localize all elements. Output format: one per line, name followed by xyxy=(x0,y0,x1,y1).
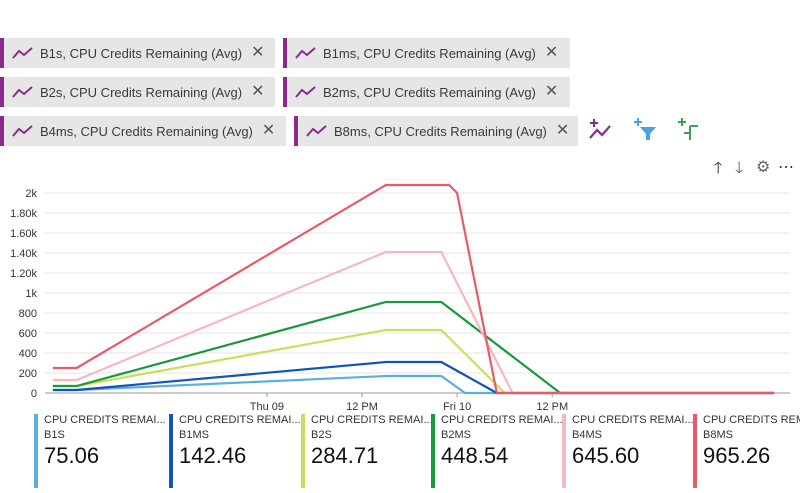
apply-splitting-icon[interactable] xyxy=(676,116,702,142)
x-tick-label: Fri 10 xyxy=(443,401,471,412)
legend-metric: CPU CREDITS REMAI... xyxy=(441,414,563,426)
legend-color-bar xyxy=(169,414,173,488)
line-chart-icon xyxy=(12,86,33,98)
legend-item-b2s[interactable]: CPU CREDITS REMAI... B2S 284.71 xyxy=(301,412,433,490)
y-tick-label: 1k xyxy=(25,288,37,300)
metric-pill-label: B2ms, CPU Credits Remaining (Avg) xyxy=(323,84,536,100)
legend-item-b4ms[interactable]: CPU CREDITS REMAI... B4MS 645.60 xyxy=(562,412,694,490)
legend-value: 284.71 xyxy=(311,443,379,468)
legend-value: 448.54 xyxy=(441,443,509,468)
close-icon[interactable]: ✕ xyxy=(544,83,559,100)
legend-value: 645.60 xyxy=(572,443,640,468)
close-icon[interactable]: ✕ xyxy=(261,122,276,139)
line-chart: 0 200 400 600 800 1k 1.20k 1.40k 1.60k 1.80k 2k Thu… xyxy=(10,183,790,412)
close-icon[interactable]: ✕ xyxy=(251,44,265,61)
legend-resource: B2MS xyxy=(441,429,471,441)
legend-resource: B8MS xyxy=(703,429,733,441)
metric-pill-b1s[interactable]: B1s, CPU Credits Remaining (Avg) ✕ xyxy=(0,38,275,68)
metric-pill-b1ms[interactable]: B1ms, CPU Credits Remaining (Avg) ✕ xyxy=(283,38,570,68)
series-line-b2ms xyxy=(52,300,775,395)
legend-color-bar xyxy=(562,414,566,488)
legend-color-bar xyxy=(301,414,305,488)
y-tick-label: 0 xyxy=(31,388,37,400)
series-line-b1ms xyxy=(52,360,775,395)
metric-pill-label: B8ms, CPU Credits Remaining (Avg) xyxy=(334,123,547,139)
legend-metric: CPU CREDITS REMAI... xyxy=(44,414,166,426)
y-tick-label: 1.80k xyxy=(10,208,37,220)
y-tick-label: 600 xyxy=(19,328,37,340)
metric-pill-b8ms[interactable]: B8ms, CPU Credits Remaining (Avg) ✕ xyxy=(294,116,578,146)
legend-metric: CPU CREDITS REMAI... xyxy=(703,414,800,426)
legend-value: 965.26 xyxy=(703,443,771,468)
legend-metric: CPU CREDITS REMAI... xyxy=(311,414,433,426)
legend-item-b2ms[interactable]: CPU CREDITS REMAI... B2MS 448.54 xyxy=(431,412,563,490)
series-line-b8ms xyxy=(52,183,775,395)
close-icon[interactable]: ✕ xyxy=(251,83,265,100)
add-filter-icon[interactable] xyxy=(632,116,658,142)
y-tick-label: 400 xyxy=(19,348,37,360)
metric-pill-b4ms[interactable]: B4ms, CPU Credits Remaining (Avg) ✕ xyxy=(0,116,286,146)
more-icon[interactable]: ⋯ xyxy=(778,159,794,176)
metric-pill-b2s[interactable]: B2s, CPU Credits Remaining (Avg) ✕ xyxy=(0,77,275,107)
legend-color-bar xyxy=(34,414,38,488)
y-tick-label: 800 xyxy=(19,308,37,320)
line-chart-icon xyxy=(12,125,33,137)
line-chart-icon xyxy=(12,47,33,59)
legend-item-b1ms[interactable]: CPU CREDITS REMAI... B1MS 142.46 xyxy=(169,412,301,490)
y-tick-label: 2k xyxy=(25,188,37,200)
legend-resource: B1S xyxy=(44,429,65,441)
close-icon[interactable]: ✕ xyxy=(555,122,570,139)
settings-icon[interactable]: ⚙ xyxy=(756,159,771,176)
metric-pill-label: B4ms, CPU Credits Remaining (Avg) xyxy=(40,123,253,139)
move-up-icon[interactable]: 🡑 xyxy=(714,160,723,177)
x-tick-label: Thu 09 xyxy=(250,401,284,412)
series-line-b1s xyxy=(52,374,775,395)
legend-color-bar xyxy=(693,414,697,488)
y-tick-label: 1.20k xyxy=(10,268,37,280)
legend-value: 75.06 xyxy=(44,443,100,468)
close-icon[interactable]: ✕ xyxy=(544,44,559,61)
y-tick-label: 1.40k xyxy=(10,248,37,260)
metric-pill-label: B1ms, CPU Credits Remaining (Avg) xyxy=(323,45,536,61)
legend-color-bar xyxy=(431,414,435,488)
legend-resource: B4MS xyxy=(572,429,602,441)
y-tick-label: 1.60k xyxy=(10,228,37,240)
metric-pill-label: B2s, CPU Credits Remaining (Avg) xyxy=(40,84,243,100)
legend-item-b1s[interactable]: CPU CREDITS REMAI... B1S 75.06 xyxy=(34,412,166,490)
y-tick-label: 200 xyxy=(19,368,37,380)
line-chart-icon xyxy=(295,86,316,98)
legend-value: 142.46 xyxy=(179,443,247,468)
move-down-icon[interactable]: 🡓 xyxy=(735,160,744,177)
metric-pill-label: B1s, CPU Credits Remaining (Avg) xyxy=(40,45,243,61)
legend-metric: CPU CREDITS REMAI... xyxy=(179,414,301,426)
line-chart-icon xyxy=(306,125,327,137)
line-chart-icon xyxy=(295,47,316,59)
legend-item-b8ms[interactable]: CPU CREDITS REMAI... B8MS 965.26 xyxy=(693,412,800,490)
add-metric-icon[interactable] xyxy=(587,116,613,142)
x-tick-label: 12 PM xyxy=(536,401,568,412)
metric-pill-b2ms[interactable]: B2ms, CPU Credits Remaining (Avg) ✕ xyxy=(283,77,570,107)
legend-resource: B1MS xyxy=(179,429,209,441)
legend-metric: CPU CREDITS REMAI... xyxy=(572,414,694,426)
x-tick-label: 12 PM xyxy=(346,401,378,412)
legend-resource: B2S xyxy=(311,429,332,441)
